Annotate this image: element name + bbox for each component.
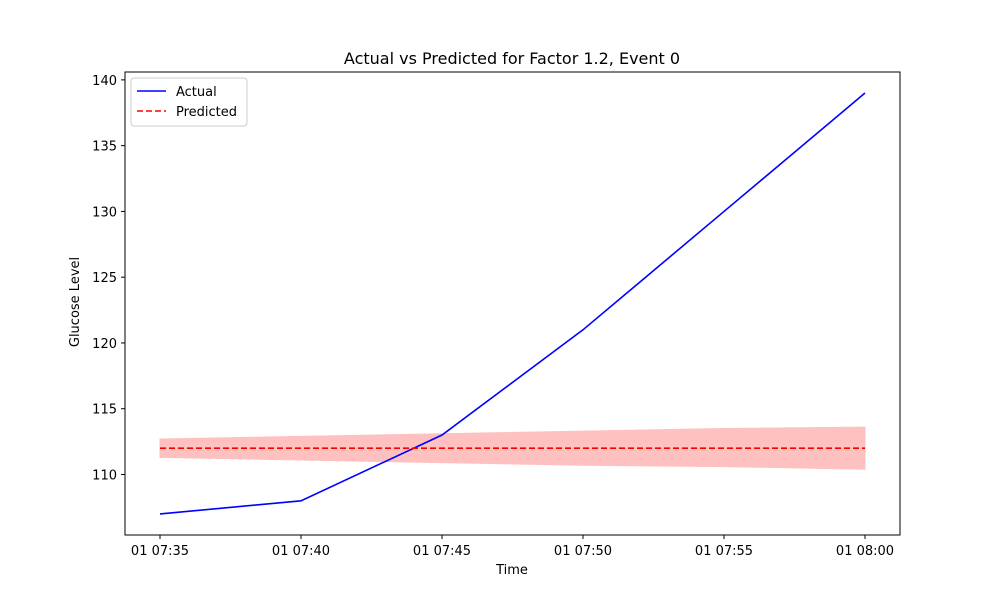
y-tick-label: 120 [92,337,117,352]
y-tick-label: 125 [92,271,117,286]
x-axis-label: Time [495,563,528,578]
y-tick-label: 110 [92,468,117,483]
legend: Actual Predicted [130,77,248,127]
legend-predicted-label: Predicted [176,105,237,120]
chart-title: Actual vs Predicted for Factor 1.2, Even… [344,49,680,68]
x-tick-label: 01 07:55 [695,544,753,559]
y-tick-label: 115 [92,403,117,418]
series-line-actual [159,92,866,515]
x-tick-label: 01 07:35 [131,544,189,559]
y-axis-label: Glucose Level [68,257,83,347]
y-tick-label: 140 [92,74,117,89]
axes: 01 07:35 01 07:40 01 07:45 01 07:50 01 07:55… [92,71,901,559]
x-tick-label: 01 07:50 [554,544,612,559]
x-tick-label: 01 07:45 [413,544,471,559]
axes-frame [124,71,901,536]
legend-box [130,77,248,127]
x-tick-label: 01 07:40 [272,544,330,559]
y-tick-label: 135 [92,140,117,155]
y-tick-label: 130 [92,205,117,220]
plot-area [159,92,866,515]
x-tick-label: 01 08:00 [836,544,894,559]
legend-actual-label: Actual [176,85,217,100]
